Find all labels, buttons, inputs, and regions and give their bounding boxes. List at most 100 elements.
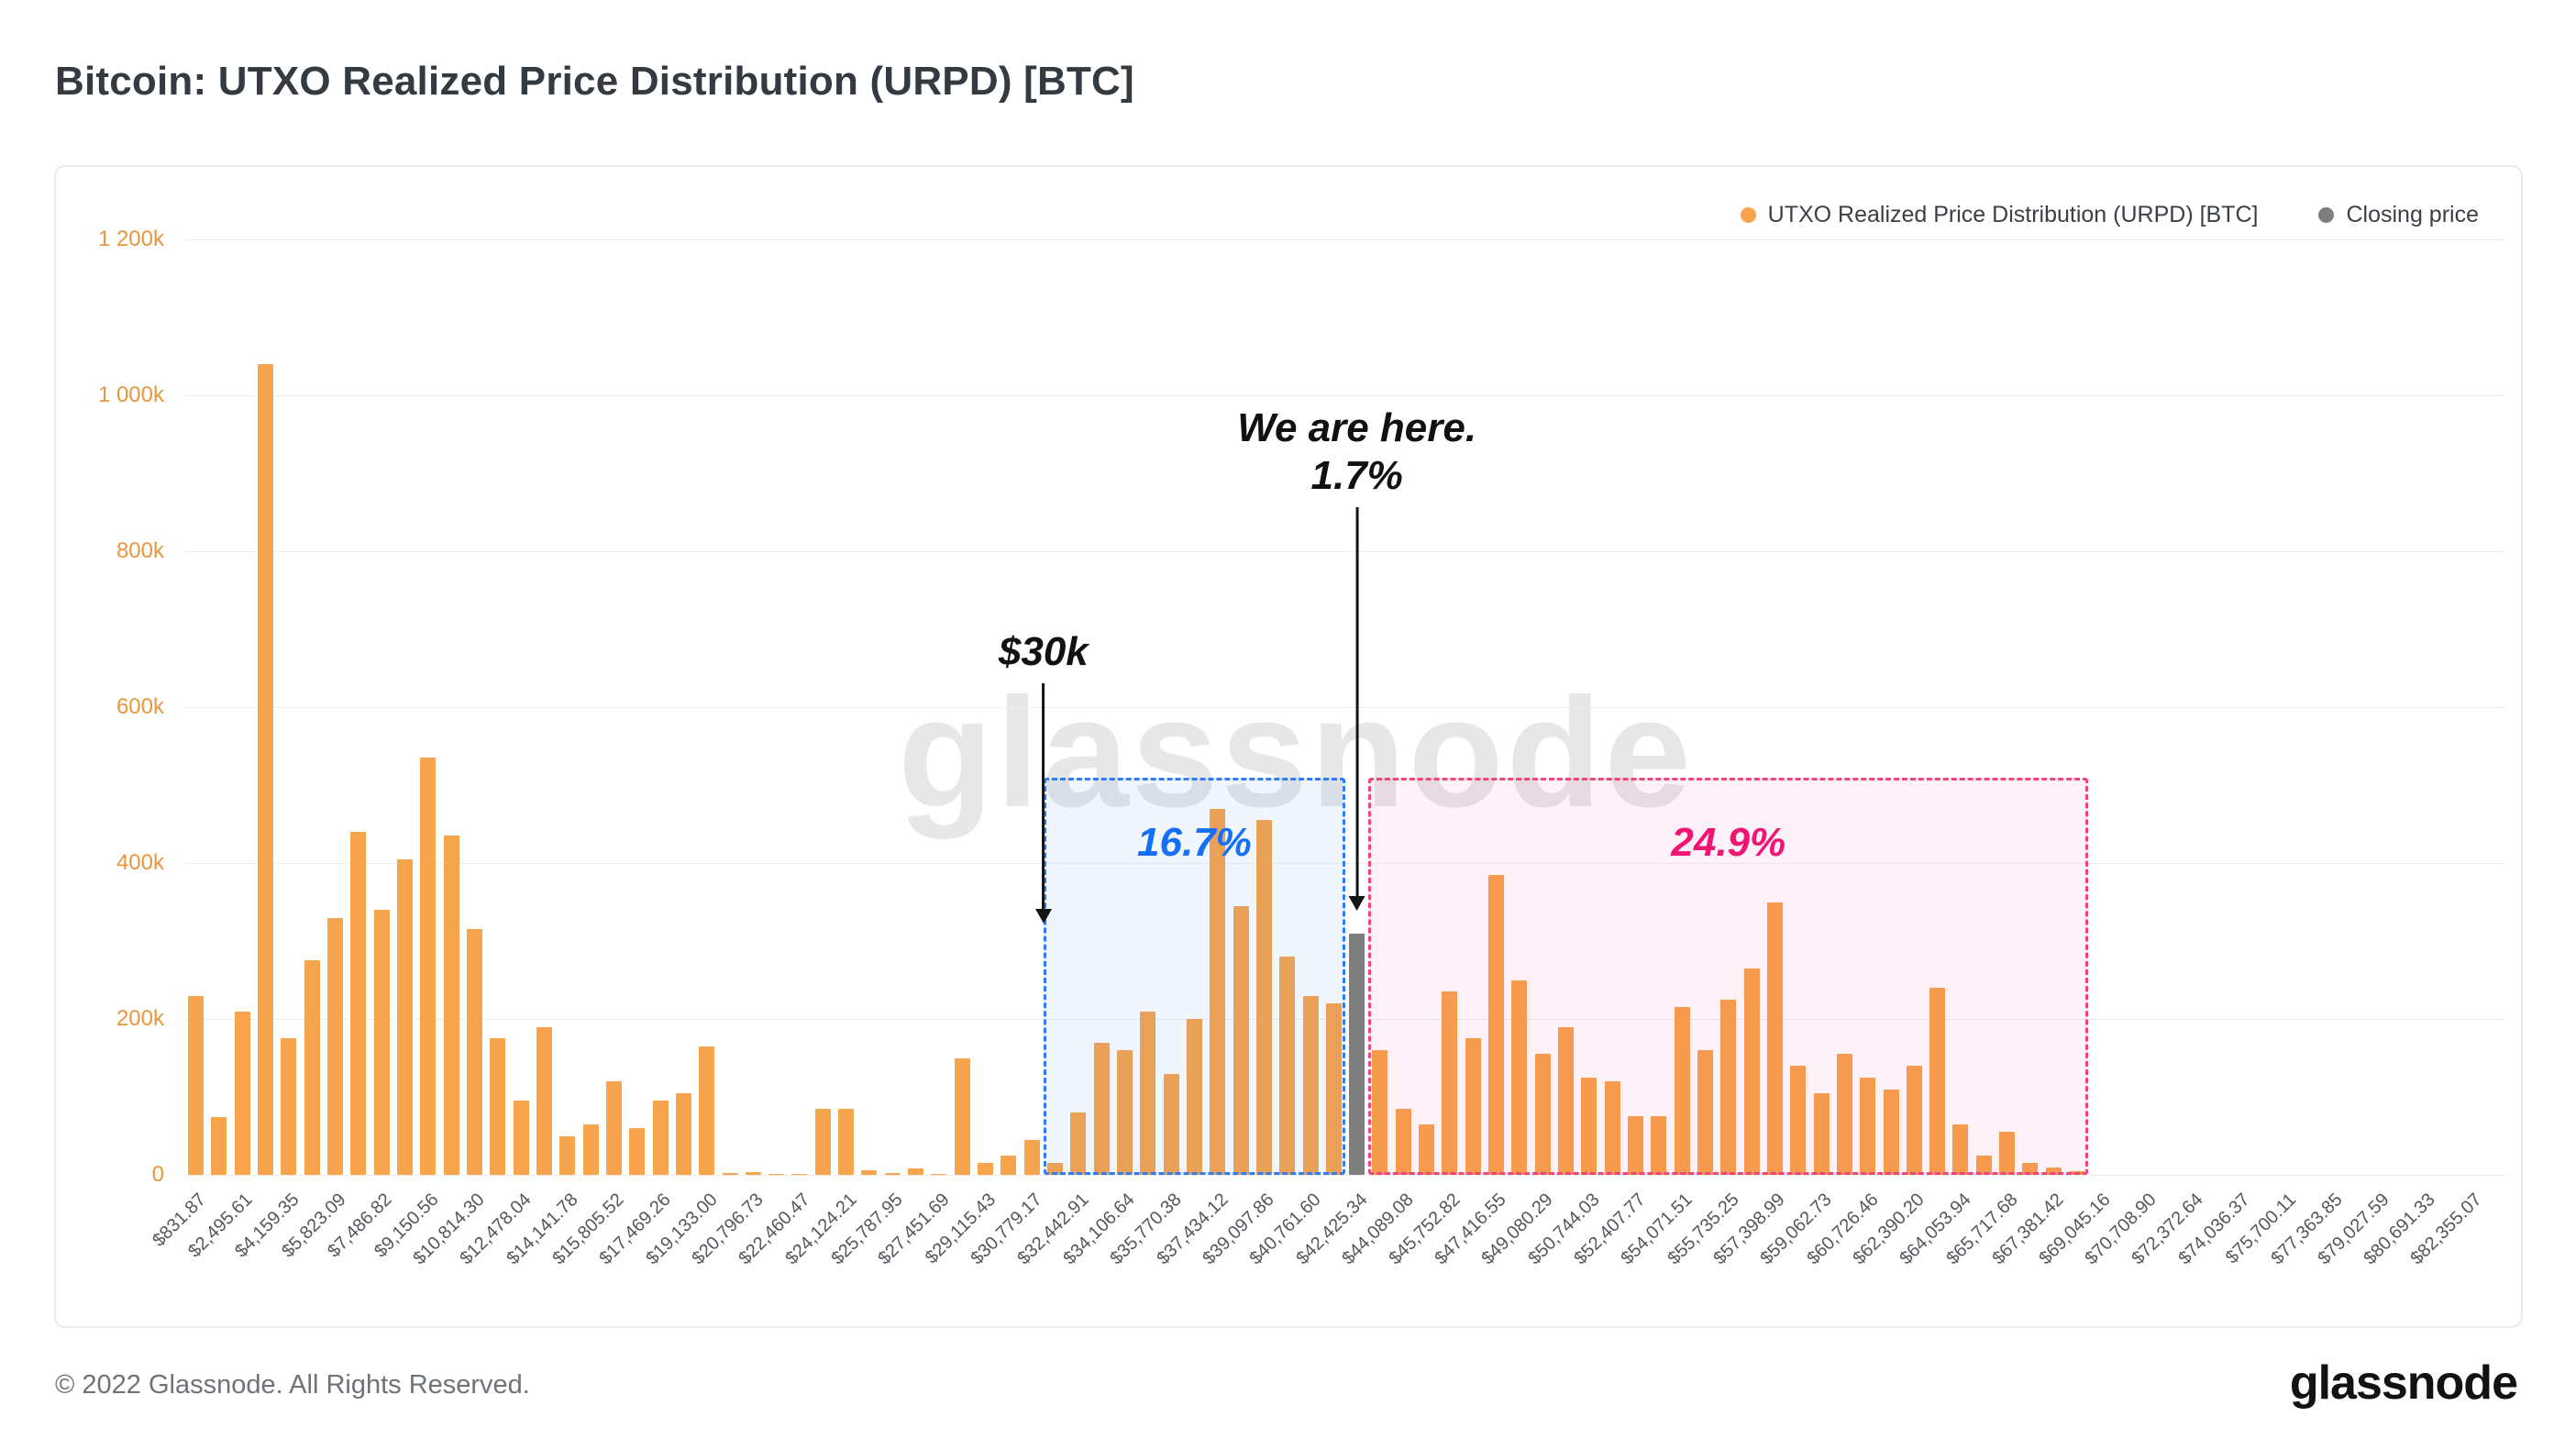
urpd-bar[interactable] (536, 1026, 552, 1175)
gridline (184, 395, 2506, 396)
blue-region-label: 16.7% (1137, 819, 1252, 865)
urpd-bar[interactable] (1233, 905, 1249, 1175)
urpd-bar[interactable] (1534, 1054, 1551, 1175)
urpd-bar[interactable] (1651, 1116, 1667, 1175)
urpd-bar[interactable] (1255, 820, 1272, 1175)
urpd-bar[interactable] (791, 1174, 808, 1175)
urpd-bar[interactable] (1302, 995, 1319, 1175)
urpd-bar[interactable] (1790, 1066, 1807, 1175)
urpd-bar[interactable] (281, 1038, 297, 1175)
urpd-bar[interactable] (420, 758, 437, 1175)
arrow-down-30k-icon (1042, 683, 1045, 909)
urpd-bar[interactable] (467, 929, 482, 1175)
annotation-30k: $30k (999, 628, 1089, 924)
urpd-bar[interactable] (1604, 1081, 1620, 1175)
urpd-bar[interactable] (838, 1108, 855, 1175)
urpd-bar[interactable] (1674, 1007, 1690, 1175)
urpd-bar[interactable] (954, 1057, 970, 1175)
urpd-bar[interactable] (304, 960, 320, 1175)
urpd-bar[interactable] (768, 1174, 785, 1175)
urpd-bar[interactable] (1883, 1089, 1899, 1175)
urpd-bar[interactable] (1419, 1123, 1435, 1175)
urpd-bar[interactable] (234, 1011, 250, 1175)
legend-closing-label: Closing price (2346, 202, 2479, 227)
urpd-bar[interactable] (722, 1173, 738, 1175)
urpd-bar[interactable] (1023, 1139, 1040, 1175)
urpd-bar[interactable] (1860, 1077, 1876, 1175)
urpd-bar[interactable] (1070, 1112, 1087, 1175)
legend-item-urpd[interactable]: UTXO Realized Price Distribution (URPD) … (1740, 202, 2258, 228)
urpd-bar[interactable] (1488, 874, 1505, 1175)
urpd-bar[interactable] (397, 858, 414, 1175)
urpd-bar[interactable] (2045, 1167, 2062, 1175)
urpd-bar[interactable] (1766, 902, 1783, 1175)
urpd-bar[interactable] (1140, 1011, 1156, 1175)
urpd-bar[interactable] (1697, 1050, 1713, 1175)
urpd-bar[interactable] (188, 995, 205, 1175)
urpd-bar[interactable] (1975, 1155, 1992, 1175)
urpd-bar[interactable] (1906, 1066, 1922, 1175)
legend-closing-swatch-icon (2318, 207, 2335, 223)
urpd-bar[interactable] (699, 1046, 715, 1175)
urpd-bar[interactable] (745, 1171, 761, 1175)
arrow-down-here-icon (1355, 507, 1359, 896)
urpd-bar[interactable] (1743, 968, 1760, 1175)
urpd-bar[interactable] (1511, 980, 1528, 1175)
y-axis-tick-label: 1 200k (97, 227, 164, 251)
urpd-bar[interactable] (258, 364, 274, 1175)
urpd-bar[interactable] (1952, 1123, 1969, 1175)
urpd-bar[interactable] (1720, 999, 1737, 1175)
annotation-here-line2: 1.7% (1310, 453, 1403, 498)
urpd-bar[interactable] (1279, 957, 1296, 1175)
blue-region (1043, 777, 1345, 1175)
urpd-bar[interactable] (1372, 1050, 1388, 1175)
urpd-bar[interactable] (629, 1128, 646, 1175)
gridline (184, 239, 2506, 240)
urpd-bar[interactable] (1465, 1038, 1481, 1175)
urpd-bar[interactable] (1929, 988, 1946, 1175)
urpd-bar[interactable] (559, 1135, 576, 1175)
urpd-bar[interactable] (350, 832, 367, 1175)
urpd-bar[interactable] (1116, 1050, 1133, 1175)
urpd-bar[interactable] (373, 910, 390, 1175)
urpd-bar[interactable] (1163, 1073, 1179, 1175)
urpd-bar[interactable] (1093, 1042, 1110, 1175)
urpd-bar[interactable] (327, 917, 344, 1175)
urpd-bar[interactable] (443, 836, 459, 1175)
closing-price-bar[interactable] (1349, 933, 1365, 1175)
urpd-bar[interactable] (2022, 1163, 2039, 1175)
urpd-bar[interactable] (1210, 808, 1226, 1175)
annotation-here-line1: We are here. (1237, 405, 1477, 450)
urpd-bar[interactable] (1442, 991, 1458, 1175)
urpd-bar[interactable] (1047, 1163, 1063, 1175)
urpd-bar[interactable] (652, 1101, 669, 1175)
urpd-bar[interactable] (513, 1101, 529, 1175)
annotation-we-are-here: We are here. 1.7% (1237, 404, 1476, 911)
urpd-bar[interactable] (490, 1038, 506, 1175)
urpd-bar[interactable] (931, 1174, 947, 1175)
urpd-bar[interactable] (1186, 1019, 1202, 1175)
y-axis-tick-label: 800k (116, 538, 164, 563)
urpd-bar[interactable] (582, 1123, 599, 1175)
urpd-bar[interactable] (1581, 1077, 1598, 1175)
urpd-bar[interactable] (1325, 1003, 1342, 1175)
urpd-bar[interactable] (884, 1173, 901, 1175)
urpd-bar[interactable] (1558, 1026, 1575, 1175)
urpd-bar[interactable] (1001, 1155, 1017, 1175)
plot-area[interactable]: $30k We are here. 1.7% 0 200k 400k 600k 800k… (98, 227, 2506, 1268)
urpd-bar[interactable] (1395, 1108, 1411, 1175)
urpd-bar[interactable] (1813, 1092, 1830, 1175)
urpd-bar[interactable] (605, 1081, 622, 1175)
legend-item-closing-price[interactable]: Closing price (2318, 202, 2479, 228)
chart-card: UTXO Realized Price Distribution (URPD) … (54, 165, 2523, 1328)
urpd-bar[interactable] (861, 1169, 878, 1175)
footer-copyright: © 2022 Glassnode. All Rights Reserved. (55, 1370, 530, 1400)
urpd-bar[interactable] (1628, 1116, 1643, 1175)
urpd-bar[interactable] (1999, 1132, 2016, 1175)
urpd-bar[interactable] (211, 1117, 227, 1175)
urpd-bar[interactable] (1836, 1054, 1852, 1175)
urpd-bar[interactable] (814, 1108, 831, 1175)
urpd-bar[interactable] (978, 1163, 994, 1175)
urpd-bar[interactable] (908, 1168, 924, 1175)
urpd-bar[interactable] (675, 1092, 691, 1175)
